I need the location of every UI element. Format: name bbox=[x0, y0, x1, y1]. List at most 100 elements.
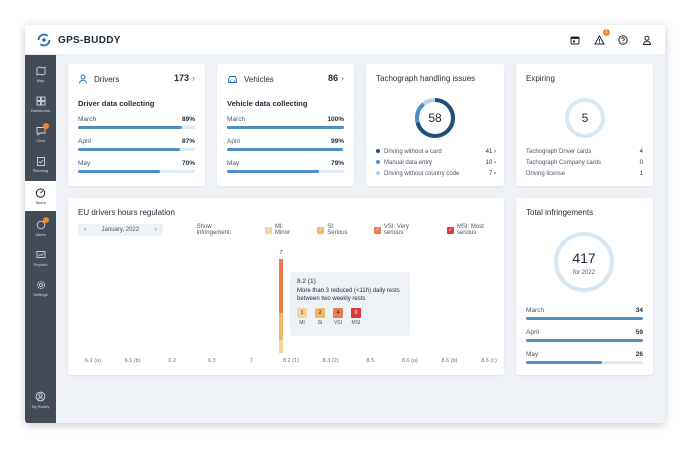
metric-value: 26 bbox=[635, 351, 643, 358]
list-item[interactable]: Tachograph Company cards 0 bbox=[526, 157, 643, 168]
logo[interactable]: GPS-BUDDY bbox=[35, 31, 121, 49]
month-label: January, 2022 bbox=[101, 227, 140, 233]
month-picker[interactable]: ‹ January, 2022 › bbox=[78, 224, 163, 236]
alert-badge: 1 bbox=[603, 29, 610, 36]
sidebar-item-label: Chat bbox=[36, 137, 45, 143]
infringements-metric: May 26 bbox=[526, 351, 643, 364]
severity-count: 1 bbox=[297, 308, 307, 318]
calendar-icon[interactable] bbox=[567, 32, 583, 48]
app-window: GPS-BUDDY 1 Map Dashboard bbox=[25, 25, 665, 423]
severity-count: 4 bbox=[333, 308, 343, 318]
filter-text: MSI: Most serious bbox=[456, 224, 484, 236]
filter-most-serious[interactable]: ✓ MSI: Most serious bbox=[447, 224, 504, 236]
tacho-title: Tachograph handling issues bbox=[376, 74, 476, 83]
expiring-card[interactable]: Expiring 5 Tachograph Driver cards 4 Tach… bbox=[516, 64, 653, 186]
chevron-right-icon: › bbox=[494, 170, 496, 177]
metric-value: 87% bbox=[181, 138, 195, 145]
metric-value: 70% bbox=[181, 160, 195, 167]
expiring-list: Tachograph Driver cards 4 Tachograph Comp… bbox=[526, 146, 643, 179]
filter-very-serious[interactable]: ✓ VSI: Very serious bbox=[374, 224, 429, 236]
sidebar-item-label: Map bbox=[36, 77, 45, 83]
filter-text: MI: Minor bbox=[274, 224, 290, 236]
chat-badge bbox=[43, 123, 49, 129]
top-bar: GPS-BUDDY 1 bbox=[25, 25, 665, 55]
drivers-metric: May 70% bbox=[78, 160, 195, 173]
metric-label: May bbox=[526, 351, 539, 358]
driver-icon bbox=[79, 74, 87, 84]
vehicles-title: Vehicles bbox=[244, 74, 274, 84]
metric-label: April bbox=[526, 329, 540, 336]
filter-serious[interactable]: ✓ SI: Serious bbox=[317, 224, 356, 236]
infringements-ring: 417 for 2022 bbox=[554, 232, 614, 292]
chevron-right-icon: › bbox=[341, 73, 344, 83]
tooltip-description: More than 3 reduced (<11h) daily rests b… bbox=[297, 288, 400, 302]
drivers-count-value: 173 bbox=[173, 73, 189, 83]
chevron-left-icon[interactable]: ‹ bbox=[84, 227, 86, 233]
bar-segment bbox=[279, 339, 283, 353]
metric-label: March bbox=[526, 307, 545, 314]
sidebar-item-map[interactable]: Map bbox=[25, 59, 56, 89]
tacho-donut: 58 bbox=[415, 98, 455, 138]
list-item[interactable]: Driving without country code 7 › bbox=[376, 168, 496, 179]
filter-text: VSI: Very serious bbox=[383, 224, 409, 236]
x-tick-label: 7 bbox=[249, 358, 253, 364]
metric-label: March bbox=[227, 116, 246, 123]
help-icon[interactable] bbox=[615, 32, 631, 48]
severity-code: SI bbox=[317, 320, 323, 326]
buddy-icon bbox=[35, 391, 46, 402]
sidebar-item-tacho[interactable]: Tacho bbox=[25, 181, 56, 211]
x-tick-label: 8.5 bbox=[366, 358, 375, 364]
total-infringements-card[interactable]: Total infringements 417 for 2022 March 34… bbox=[516, 198, 653, 375]
vehicles-card[interactable]: Vehicles 86 › Vehicle data collecting Mar… bbox=[217, 64, 354, 186]
list-item[interactable]: Manual data entry 10 › bbox=[376, 157, 496, 168]
list-item-label: Driving without a card bbox=[384, 148, 442, 155]
app-name: GPS-BUDDY bbox=[58, 34, 121, 46]
alert-icon[interactable]: 1 bbox=[591, 29, 610, 48]
sidebar: Map Dashboard Chat Planning Tacho Alerts… bbox=[25, 55, 56, 423]
bar-tooltip: 8.2 (1) More than 3 reduced (<11h) daily… bbox=[290, 272, 410, 336]
stacked-bar[interactable] bbox=[279, 259, 283, 353]
tooltip-title: 8.2 (1) bbox=[297, 278, 316, 285]
sidebar-item-my-buddy[interactable]: My Buddy bbox=[25, 385, 56, 415]
list-item-value: 41 bbox=[485, 148, 493, 155]
list-item[interactable]: Driving without a card 41 › bbox=[376, 146, 496, 157]
x-tick-label: 8.3 (2) bbox=[322, 358, 339, 364]
drivers-card[interactable]: Drivers 173 › Driver data collecting Marc… bbox=[68, 64, 205, 186]
x-tick-label: 6.1 (a) bbox=[85, 358, 101, 364]
metric-value: 79% bbox=[330, 160, 344, 167]
list-item[interactable]: Driving license 1 bbox=[526, 168, 643, 179]
sidebar-item-planning[interactable]: Planning bbox=[25, 149, 56, 179]
sidebar-item-label: Reports bbox=[33, 261, 48, 267]
severity-code: MSI bbox=[351, 320, 361, 326]
sidebar-item-alerts[interactable]: Alerts bbox=[25, 213, 56, 243]
user-icon[interactable] bbox=[639, 32, 655, 48]
vehicles-count[interactable]: 86 › bbox=[328, 73, 344, 83]
sidebar-item-settings[interactable]: Settings bbox=[25, 273, 56, 303]
severity-vsi: 4 VSI bbox=[333, 308, 343, 326]
tacho-card[interactable]: Tachograph handling issues 58 Driving wi… bbox=[366, 64, 504, 186]
sidebar-item-dashboard[interactable]: Dashboard bbox=[25, 89, 56, 119]
metric-value: 100% bbox=[327, 116, 344, 123]
list-item[interactable]: Tachograph Driver cards 4 bbox=[526, 146, 643, 157]
sidebar-item-reports[interactable]: Reports bbox=[25, 243, 56, 273]
vehicles-count-value: 86 bbox=[327, 73, 338, 83]
filter-minor[interactable]: ✓ MI: Minor bbox=[265, 224, 299, 236]
metric-label: April bbox=[227, 138, 241, 145]
x-tick-label: 6.3 bbox=[207, 358, 216, 364]
regulation-card: EU drivers hours regulation ‹ January, 2… bbox=[68, 198, 504, 375]
list-item-label: Manual data entry bbox=[384, 159, 433, 166]
chevron-right-icon[interactable]: › bbox=[154, 227, 157, 233]
metric-label: May bbox=[227, 160, 240, 167]
drivers-count[interactable]: 173 › bbox=[174, 73, 195, 83]
reports-icon bbox=[36, 250, 45, 258]
severity-code: MI bbox=[299, 320, 305, 326]
list-item-value: 7 bbox=[488, 170, 493, 177]
list-item-value: 1 bbox=[639, 170, 643, 177]
vehicles-metric: April 99% bbox=[227, 138, 344, 151]
regulation-title: EU drivers hours regulation bbox=[78, 208, 175, 217]
sidebar-item-chat[interactable]: Chat bbox=[25, 119, 56, 149]
metric-label: May bbox=[78, 160, 91, 167]
sidebar-item-label: My Buddy bbox=[31, 404, 50, 409]
infringements-caption: for 2022 bbox=[573, 270, 596, 276]
bar-segment bbox=[279, 259, 283, 313]
